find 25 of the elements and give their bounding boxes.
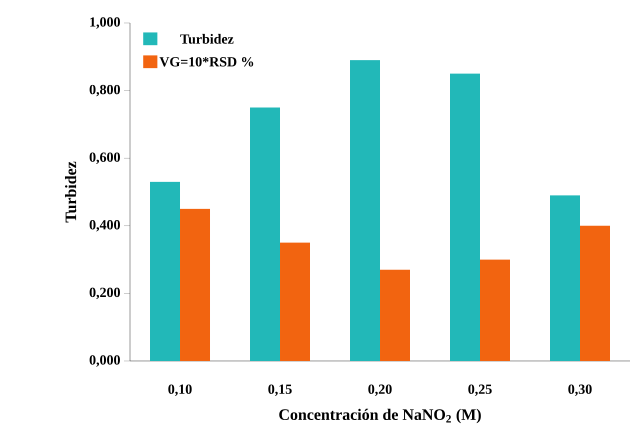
legend-label: VG=10*RSD % [160, 57, 254, 67]
x-tick-label: 0,30 [568, 384, 592, 396]
x-tick-label: 0,15 [268, 384, 292, 396]
bar [180, 208, 210, 361]
bar [250, 107, 280, 361]
x-tick-label: 0,20 [368, 384, 392, 396]
bar [450, 74, 480, 361]
x-tick-label: 0,25 [468, 384, 492, 396]
x-axis-title: Concentración de NaNO$_{2}$ (M) [279, 408, 481, 424]
y-tick-label: 0,800 [90, 84, 120, 96]
y-tick-label: 0,200 [90, 288, 120, 300]
y-tick-label: 0,600 [90, 152, 120, 164]
bar [280, 242, 310, 361]
bar [380, 270, 410, 361]
y-tick-label: 0,400 [90, 220, 120, 232]
legend-label: Turbidez [180, 34, 234, 44]
bar [580, 226, 610, 361]
y-tick-label: 0,000 [90, 355, 120, 367]
bar [550, 195, 580, 361]
y-tick-label: 1,000 [90, 17, 120, 29]
bar [480, 260, 510, 361]
bar [350, 60, 380, 361]
y-axis-title: Turbidez [65, 162, 76, 222]
x-tick-label: 0,10 [168, 384, 192, 396]
bar [150, 182, 180, 361]
